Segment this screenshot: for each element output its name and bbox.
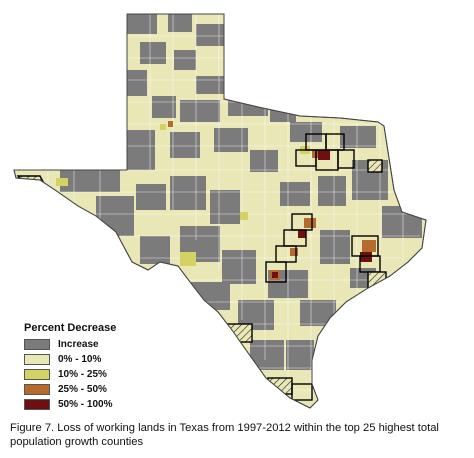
legend-label: 0% - 10%	[58, 354, 102, 365]
legend-swatch	[24, 354, 50, 365]
legend-label: 10% - 25%	[58, 369, 107, 380]
legend-item-50-100: 50% - 100%	[24, 397, 164, 412]
legend-swatch	[24, 339, 50, 350]
legend-label: 50% - 100%	[58, 399, 113, 410]
legend-swatch	[24, 369, 50, 380]
map-legend: Percent Decrease Increase 0% - 10% 10% -…	[24, 322, 164, 412]
legend-label: Increase	[58, 339, 99, 350]
county-mosaic	[16, 14, 422, 401]
legend-item-increase: Increase	[24, 337, 164, 352]
legend-item-10-25: 10% - 25%	[24, 367, 164, 382]
legend-title: Percent Decrease	[24, 322, 117, 334]
legend-label: 25% - 50%	[58, 384, 107, 395]
legend-swatch	[24, 399, 50, 410]
legend-item-25-50: 25% - 50%	[24, 382, 164, 397]
legend-swatch	[24, 384, 50, 395]
legend-item-0-10: 0% - 10%	[24, 352, 164, 367]
figure-caption: Figure 7. Loss of working lands in Texas…	[10, 422, 439, 448]
texas-map	[13, 13, 427, 409]
